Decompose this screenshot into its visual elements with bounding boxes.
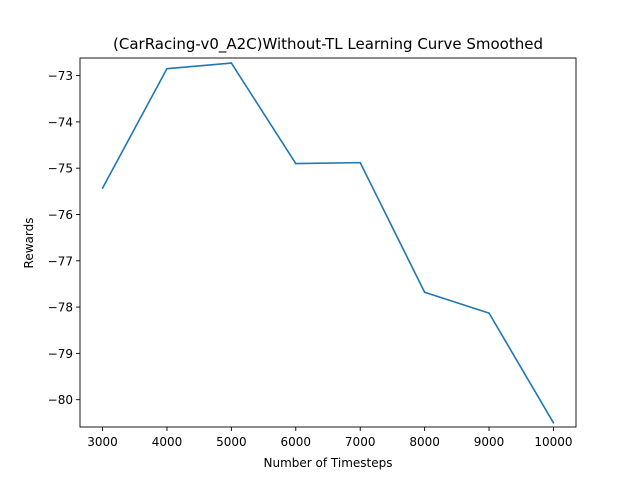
x-tick-label: 8000 [409, 435, 440, 449]
chart-title: (CarRacing-v0_A2C)Without-TL Learning Cu… [113, 35, 543, 54]
y-tick-label: −74 [48, 115, 73, 129]
data-point [552, 422, 555, 424]
y-tick-label: −78 [48, 301, 73, 315]
data-point [423, 291, 426, 294]
x-tick-label: 5000 [216, 435, 247, 449]
data-point [230, 62, 233, 64]
y-tick-label: −76 [48, 208, 73, 222]
x-axis: 3000 4000 5000 6000 7000 8000 9000 10000 [87, 427, 573, 449]
plot-area [101, 62, 555, 424]
y-axis-label: Rewards [22, 218, 36, 269]
x-tick-label: 10000 [534, 435, 572, 449]
y-axis: −73 −74 −75 −76 −77 −78 −79 −80 [48, 69, 80, 407]
data-point [166, 67, 168, 70]
y-tick-label: −73 [48, 69, 73, 83]
axes-frame [79, 57, 577, 428]
x-axis-label: Number of Timesteps [264, 456, 393, 470]
x-tick-label: 4000 [152, 435, 183, 449]
data-point [359, 161, 362, 164]
series-line [101, 62, 555, 424]
y-tick-label: −80 [48, 393, 73, 407]
y-tick-label: −77 [48, 254, 73, 268]
x-tick-label: 6000 [281, 435, 312, 449]
y-tick-label: −79 [48, 347, 73, 361]
data-point [488, 312, 490, 314]
y-tick-label: −75 [48, 162, 73, 176]
data-point [101, 187, 104, 189]
x-tick-label: 7000 [345, 435, 376, 449]
x-tick-label: 9000 [474, 435, 505, 449]
x-tick-label: 3000 [87, 435, 118, 449]
data-point [294, 162, 297, 165]
